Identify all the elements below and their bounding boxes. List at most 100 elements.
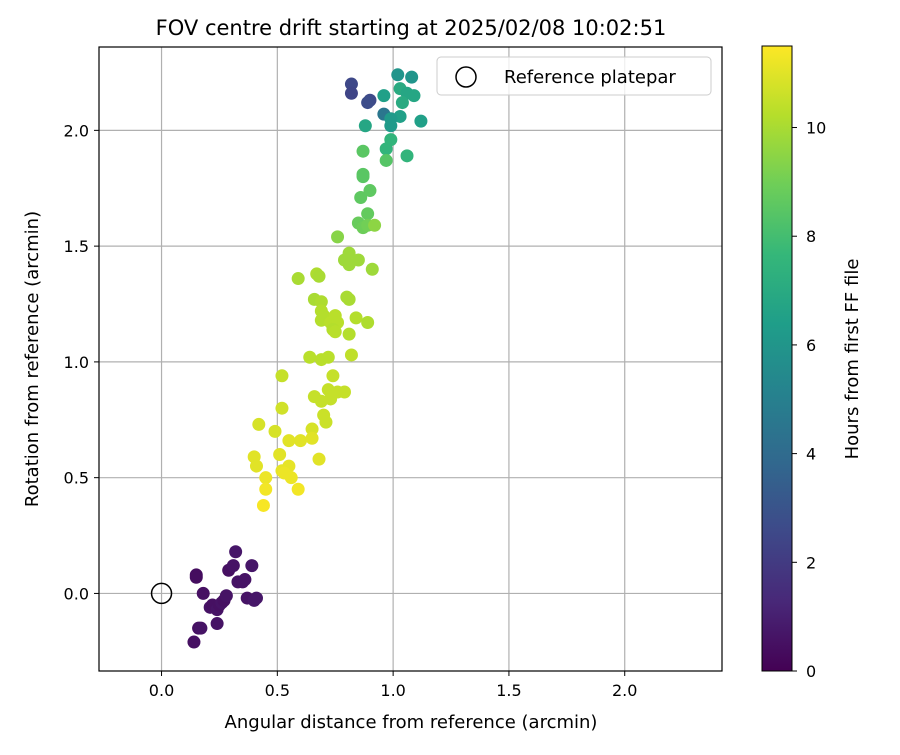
data-point — [187, 635, 201, 649]
reference-marker — [150, 582, 173, 605]
x-tick-label: 1.5 — [496, 681, 521, 700]
data-point — [365, 262, 379, 276]
data-point — [356, 170, 370, 184]
data-point — [273, 448, 287, 462]
data-point — [351, 253, 365, 267]
data-point — [305, 431, 319, 445]
data-point — [219, 589, 233, 603]
data-point — [377, 89, 391, 103]
data-point — [358, 119, 372, 133]
y-tick-label: 0.0 — [64, 584, 89, 603]
data-point — [252, 417, 266, 431]
data-point — [314, 295, 328, 309]
colorbar-frame — [761, 45, 793, 672]
data-point — [328, 325, 342, 339]
data-point — [400, 149, 414, 163]
data-point — [249, 459, 263, 473]
data-point — [245, 559, 259, 573]
y-tick-label: 1.5 — [64, 237, 89, 256]
data-point — [331, 230, 345, 244]
colorbar-tick-label: 6 — [806, 336, 816, 355]
data-point — [319, 415, 333, 429]
x-axis-label: Angular distance from reference (arcmin) — [225, 712, 598, 733]
data-point — [305, 422, 319, 436]
data-point — [342, 292, 356, 306]
data-point — [303, 350, 317, 364]
data-point — [256, 498, 270, 512]
data-point — [337, 385, 351, 399]
data-point — [312, 269, 326, 283]
data-point — [229, 545, 243, 559]
data-point — [326, 369, 340, 383]
colorbar-tick-label: 2 — [806, 553, 816, 572]
legend-open-circle-marker — [455, 66, 477, 88]
data-point — [361, 316, 375, 330]
data-point — [312, 452, 326, 466]
data-point — [321, 350, 335, 364]
x-axis-ticks: 0.0 0.5 1.0 1.5 2.0 — [149, 671, 637, 700]
data-point — [284, 471, 298, 485]
data-point — [226, 559, 240, 573]
x-tick-label: 1.0 — [380, 681, 405, 700]
y-axis-label: Rotation from reference (arcmin) — [22, 211, 43, 507]
data-point — [384, 119, 398, 133]
chart-title: FOV centre drift starting at 2025/02/08 … — [156, 16, 667, 40]
plot-frame — [98, 46, 723, 672]
data-point — [349, 311, 363, 325]
colorbar-tick-label: 10 — [806, 119, 826, 138]
data-point — [249, 591, 263, 605]
data-point — [194, 621, 208, 635]
y-tick-label: 0.5 — [64, 469, 89, 488]
reference-platepar-point — [150, 582, 173, 605]
legend-box — [436, 56, 712, 96]
data-point — [275, 369, 289, 383]
data-point — [361, 207, 375, 221]
colorbar-ticks: 0 2 4 6 8 10 — [792, 119, 826, 681]
x-tick-label: 2.0 — [612, 681, 637, 700]
data-point — [361, 96, 375, 110]
x-tick-label: 0.0 — [149, 681, 174, 700]
data-point — [391, 68, 405, 82]
x-tick-label: 0.5 — [265, 681, 290, 700]
data-point — [356, 144, 370, 158]
data-point — [363, 184, 377, 198]
data-point — [379, 142, 393, 156]
data-point — [238, 573, 252, 587]
data-point — [344, 77, 358, 91]
colorbar-tick-label: 4 — [806, 445, 816, 464]
data-point — [275, 401, 289, 415]
data-point — [196, 586, 210, 600]
scatter-points — [187, 68, 428, 649]
data-point — [291, 482, 305, 496]
legend-label: Reference platepar — [504, 67, 676, 88]
grid — [99, 47, 722, 671]
y-tick-label: 2.0 — [64, 121, 89, 140]
data-point — [291, 272, 305, 286]
data-point — [268, 424, 282, 438]
data-point — [368, 218, 382, 232]
data-point — [344, 86, 358, 100]
data-point — [259, 482, 273, 496]
data-point — [282, 434, 296, 448]
y-axis-ticks: 0.0 0.5 1.0 1.5 2.0 — [64, 121, 99, 603]
data-point — [407, 89, 421, 103]
data-point — [379, 153, 393, 167]
y-tick-label: 1.0 — [64, 353, 89, 372]
data-point — [405, 70, 419, 84]
data-point — [344, 348, 358, 362]
data-point — [210, 617, 224, 631]
data-point — [293, 434, 307, 448]
legend: Reference platepar — [436, 56, 712, 96]
colorbar: 0 2 4 6 8 10 Hours from first FF file — [761, 45, 863, 681]
data-point — [354, 191, 368, 205]
data-point — [414, 114, 428, 128]
data-point — [189, 570, 203, 584]
colorbar-tick-label: 8 — [806, 227, 816, 246]
data-point — [395, 96, 409, 110]
colorbar-tick-label: 0 — [806, 662, 816, 681]
colorbar-gradient — [762, 46, 792, 671]
data-point — [259, 471, 273, 485]
colorbar-label: Hours from first FF file — [842, 259, 863, 460]
